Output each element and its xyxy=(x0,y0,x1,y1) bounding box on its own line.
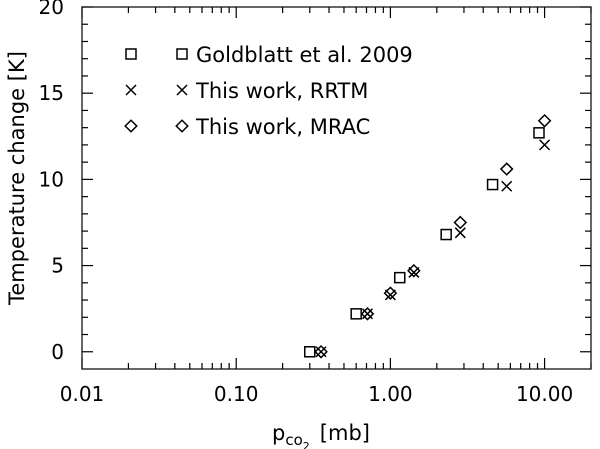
diamond-data-point xyxy=(537,113,552,128)
y-tick-label: 0 xyxy=(51,340,64,364)
legend-square-marker xyxy=(176,48,188,60)
x-axis-ticks: 0.01 0.10 1.00 10.00 xyxy=(60,7,592,406)
square-data-point xyxy=(350,308,362,320)
legend-x-marker xyxy=(176,84,188,96)
legend-entry-label: This work, RRTM xyxy=(195,79,368,103)
diamond-data-point xyxy=(407,263,421,278)
y-tick-label: 20 xyxy=(39,0,64,19)
x-axis-title: pco2 [mb] xyxy=(272,421,370,449)
x-tick-label: 0.01 xyxy=(60,382,105,406)
legend-x-marker xyxy=(125,84,137,96)
x-axis-title-main: p xyxy=(272,421,285,445)
y-axis-title: Temperature change [K] xyxy=(5,51,29,306)
legend-square-marker xyxy=(125,48,137,60)
diamond-data-point xyxy=(383,286,398,300)
legend-entry-label: Goldblatt et al. 2009 xyxy=(196,43,413,67)
x-tick-label: 1.00 xyxy=(368,382,413,406)
diamond-data-point xyxy=(453,215,468,230)
x-data-point xyxy=(501,180,513,192)
plot-axes xyxy=(81,6,592,370)
x-tick-label: 0.10 xyxy=(214,382,259,406)
square-data-point xyxy=(533,127,545,139)
square-data-point xyxy=(304,346,316,358)
square-data-point xyxy=(393,271,406,284)
x-data-point xyxy=(539,139,551,151)
y-tick-label: 5 xyxy=(51,254,64,278)
x-data-point xyxy=(315,346,327,358)
diamond-data-point xyxy=(499,162,514,176)
legend: Goldblatt et al. 2009 This work, RRTM This… xyxy=(124,43,413,139)
x-axis-title-subscript: co xyxy=(285,431,302,449)
y-tick-label: 15 xyxy=(39,81,64,105)
square-data-point xyxy=(440,228,452,241)
y-axis-ticks: 0 5 10 15 20 xyxy=(39,0,591,364)
x-axis-title-unit: [mb] xyxy=(320,421,370,445)
square-data-point xyxy=(486,178,499,191)
x-data-point xyxy=(361,308,373,320)
legend-diamond-marker xyxy=(124,119,138,133)
data-points xyxy=(304,113,552,359)
legend-entry-label: This work, MRAC xyxy=(195,115,370,139)
plot-frame xyxy=(81,6,592,370)
x-axis-title-subsubscript: 2 xyxy=(303,440,310,449)
diamond-data-point xyxy=(314,344,328,359)
diamond-data-point xyxy=(360,307,375,321)
x-data-point xyxy=(454,227,466,239)
x-tick-label: 10.00 xyxy=(516,382,573,406)
y-tick-label: 10 xyxy=(39,167,64,191)
legend-diamond-marker xyxy=(175,119,189,133)
